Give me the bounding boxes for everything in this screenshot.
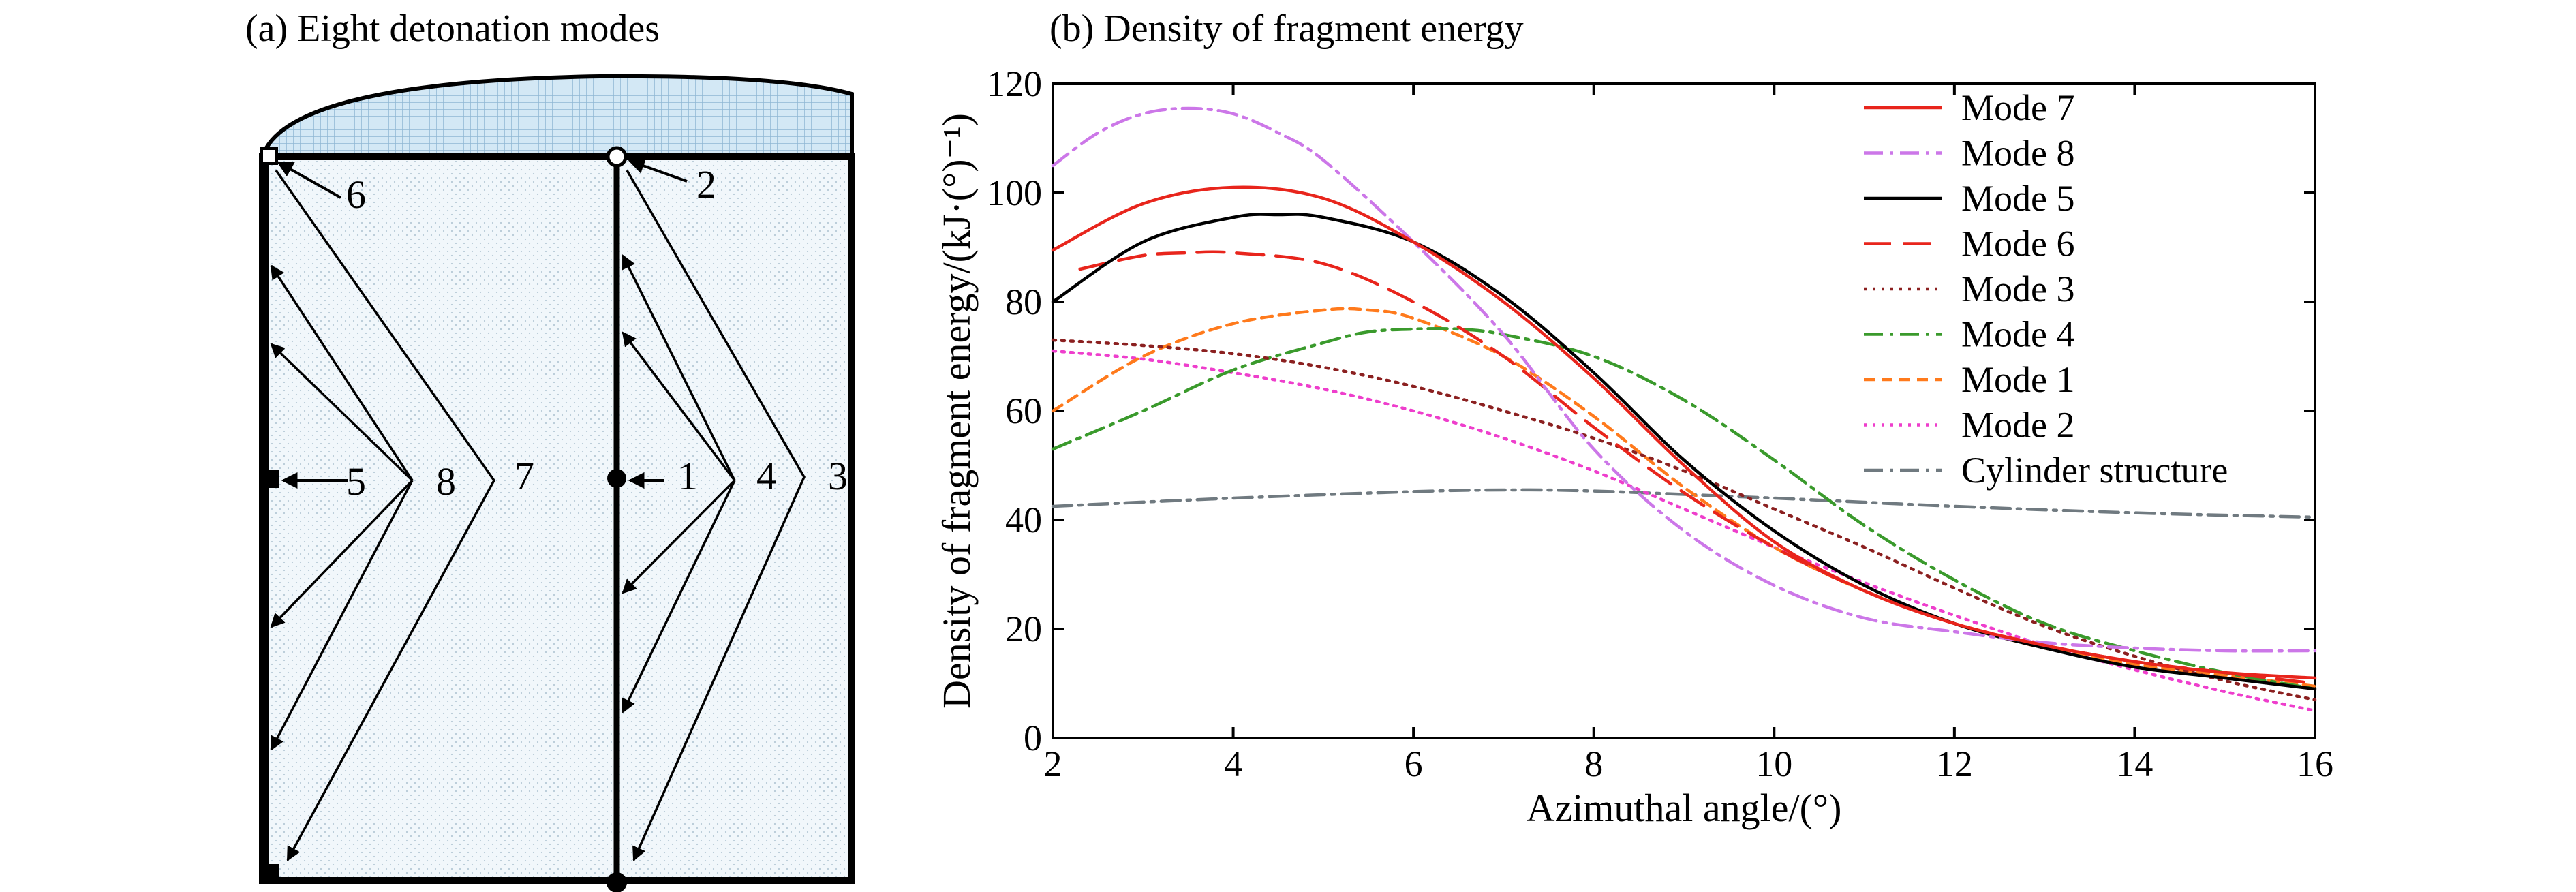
y-tick-label: 100	[987, 172, 1042, 213]
label-4: 4	[756, 454, 776, 498]
panel-b-title: (b) Density of fragment energy	[1049, 7, 1524, 50]
panel-b-chart: (b) Density of fragment energy 2 4 6 8 10 12 1…	[934, 7, 2333, 830]
series-line-mode-3	[1051, 338, 2317, 702]
arrow-2	[628, 157, 688, 183]
series-line-mode-2	[1051, 349, 2317, 713]
detonation-point-bottom-center	[607, 872, 627, 892]
y-tick-label: 20	[1005, 609, 1042, 649]
x-tick-label: 2	[1044, 743, 1062, 784]
series-line-mode-1	[1051, 307, 2317, 688]
plot-frame	[1052, 82, 2316, 739]
legend-entry: Mode 3	[1864, 268, 2074, 309]
legend-entry: Mode 4	[1864, 314, 2074, 355]
legend-label: Cylinder structure	[1961, 450, 2228, 491]
y-axis-label: Density of fragment energy/(kJ·(°)⁻¹)	[934, 113, 979, 709]
fan-arrow	[270, 480, 414, 751]
detonation-point-1	[607, 469, 626, 488]
fan-arrow	[622, 331, 736, 482]
fan-arrow	[622, 479, 736, 594]
detonation-point-2	[606, 146, 628, 168]
x-tick-label: 12	[1936, 743, 1973, 784]
legend-label: Mode 3	[1961, 268, 2074, 309]
fan-arrow	[270, 264, 414, 481]
arrow-6	[276, 161, 341, 199]
legend-entry: Mode 5	[1864, 178, 2074, 219]
y-tick-label: 60	[1005, 390, 1042, 431]
series-line-mode-8	[1051, 106, 2317, 653]
label-5: 5	[346, 459, 366, 504]
cylinder-end-cap	[259, 74, 854, 159]
label-1: 1	[678, 454, 698, 498]
label-8: 8	[436, 459, 456, 504]
legend-label: Mode 6	[1961, 224, 2074, 264]
fan-arrow	[270, 479, 414, 628]
series-line-cylinder-structure	[1051, 488, 2317, 519]
legend-entry: Mode 8	[1864, 133, 2074, 174]
legend-entry: Mode 6	[1864, 224, 2074, 264]
legend-entry: Mode 2	[1864, 405, 2074, 446]
detonation-point-bottom-left	[260, 864, 279, 882]
panel-a-title: (a) Eight detonation modes	[245, 7, 660, 50]
x-tick-label: 4	[1224, 743, 1242, 784]
charge-body	[259, 153, 855, 884]
legend-entry: Mode 7	[1864, 87, 2074, 128]
fan-arrow	[622, 480, 736, 713]
label-7: 7	[515, 454, 534, 498]
legend-label: Mode 7	[1961, 87, 2074, 128]
x-tick-label: 16	[2297, 743, 2333, 784]
mode-3-chevron	[626, 170, 806, 861]
x-tick-label: 10	[1755, 743, 1792, 784]
detonation-point-5	[261, 470, 279, 488]
x-tick-label: 14	[2116, 743, 2153, 784]
legend-label: Mode 1	[1961, 359, 2074, 400]
legend-label: Mode 5	[1961, 178, 2074, 219]
mode-8-fan	[270, 264, 414, 751]
series-line-mode-4	[1051, 326, 2317, 691]
y-tick-label: 0	[1024, 718, 1042, 758]
series-line-mode-5	[1051, 213, 2317, 691]
mode-4-fan	[622, 254, 736, 713]
legend-entry: Mode 1	[1864, 359, 2074, 400]
fan-arrow	[270, 343, 414, 482]
y-tick-label: 40	[1005, 499, 1042, 540]
label-6: 6	[346, 172, 366, 217]
x-axis-label: Azimuthal angle/(°)	[1527, 786, 1842, 830]
label-2: 2	[696, 162, 716, 206]
panel-a-diagram: (a) Eight detonation modes	[245, 7, 855, 892]
fan-arrow	[622, 254, 736, 481]
mode-7-chevron	[275, 169, 496, 861]
y-tick-label: 80	[1005, 281, 1042, 322]
detonation-point-6	[260, 147, 278, 165]
x-tick-label: 6	[1405, 743, 1423, 784]
x-tick-label: 8	[1584, 743, 1603, 784]
y-tick-label: 120	[987, 63, 1042, 104]
legend-label: Mode 4	[1961, 314, 2074, 355]
legend-label: Mode 2	[1961, 405, 2074, 446]
series-line-mode-7	[1051, 185, 2317, 680]
legend-label: Mode 8	[1961, 133, 2074, 174]
legend-entry: Cylinder structure	[1864, 450, 2228, 491]
chart-area: 2 4 6 8 10 12 14 16 0 20 40 60 80 100 120 Azimuthal ang…	[934, 63, 2333, 830]
label-3: 3	[828, 454, 848, 498]
